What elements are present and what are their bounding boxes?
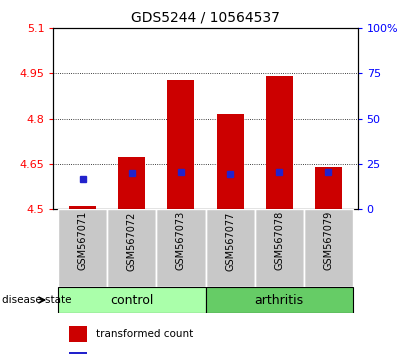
- Title: GDS5244 / 10564537: GDS5244 / 10564537: [131, 10, 280, 24]
- Bar: [69, 326, 87, 342]
- Text: arthritis: arthritis: [254, 293, 304, 307]
- Text: GSM567078: GSM567078: [274, 211, 284, 270]
- Text: control: control: [110, 293, 154, 307]
- Text: transformed count: transformed count: [96, 329, 193, 339]
- Bar: [206, 209, 254, 287]
- Bar: [69, 206, 96, 209]
- Bar: [304, 209, 353, 287]
- Text: GSM567073: GSM567073: [176, 211, 186, 270]
- Bar: [168, 80, 194, 209]
- Text: disease state: disease state: [2, 295, 72, 305]
- Bar: [254, 209, 304, 287]
- Text: GSM567079: GSM567079: [323, 211, 333, 270]
- Text: GSM567071: GSM567071: [78, 211, 88, 270]
- Bar: [206, 287, 353, 313]
- Bar: [157, 209, 206, 287]
- Text: GSM567077: GSM567077: [225, 211, 235, 270]
- Bar: [118, 157, 145, 209]
- Bar: [315, 167, 342, 209]
- Bar: [58, 209, 107, 287]
- Bar: [58, 287, 206, 313]
- Text: GSM567072: GSM567072: [127, 211, 137, 270]
- Bar: [266, 76, 293, 209]
- Bar: [107, 209, 157, 287]
- Bar: [69, 352, 87, 354]
- Bar: [217, 114, 243, 209]
